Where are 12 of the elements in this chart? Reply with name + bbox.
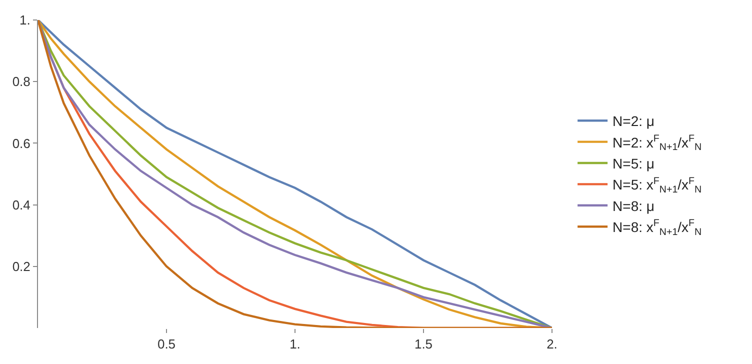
y-tick-label: 0.6 [12, 136, 30, 151]
x-tick-label: 0.5 [157, 336, 176, 352]
y-tick-label: 0.4 [12, 197, 30, 212]
legend-label: N=8: μ [612, 198, 654, 214]
legend-label: N=5: μ [612, 155, 654, 172]
y-tick-label: 0.8 [12, 74, 30, 90]
legend-label: N=2: μ [612, 113, 654, 130]
x-tick-label: 1. [290, 336, 300, 352]
x-tick-label: 2. [546, 336, 558, 352]
y-tick-label: 1. [20, 12, 30, 28]
x-tick-label: 1.5 [414, 336, 433, 352]
y-tick-label: 0.2 [12, 258, 30, 274]
